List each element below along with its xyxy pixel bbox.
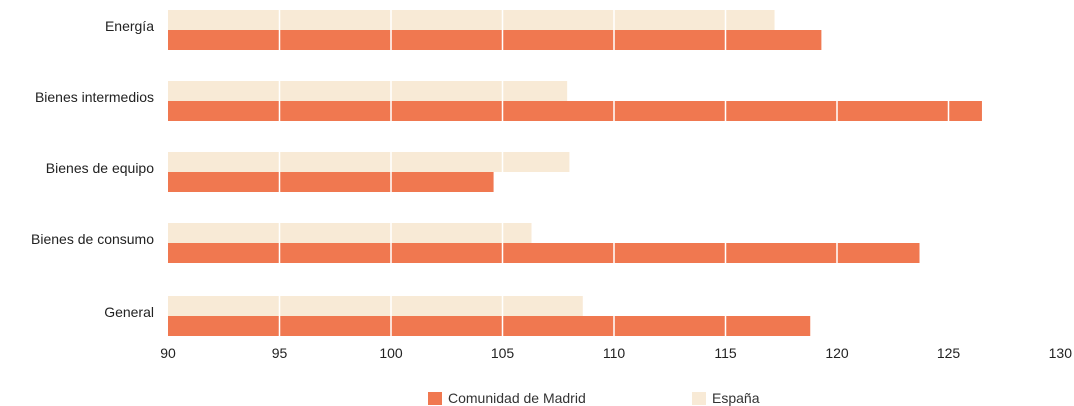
category-label-general: General	[104, 304, 154, 320]
tick-label-130: 130	[1049, 345, 1073, 361]
bar-espana-bienes-de-equipo	[168, 152, 570, 172]
bar-espana-energia	[168, 10, 775, 30]
tick-label-120: 120	[825, 345, 849, 361]
bar-comunidad-de-madrid-bienes-de-consumo	[168, 243, 920, 263]
tick-label-110: 110	[603, 345, 626, 361]
bar-espana-bienes-intermedios	[168, 81, 568, 101]
category-labels: Energía Bienes intermedios Bienes de equip…	[31, 18, 154, 320]
bars	[168, 10, 982, 336]
bar-comunidad-de-madrid-bienes-de-equipo	[168, 172, 494, 192]
category-label-energia: Energía	[105, 18, 154, 34]
bar-comunidad-de-madrid-bienes-intermedios	[168, 101, 982, 121]
legend-swatch-espana	[692, 391, 706, 405]
category-label-bienes-de-equipo: Bienes de equipo	[46, 160, 154, 176]
bar-espana-bienes-de-consumo	[168, 223, 532, 243]
legend-label-madrid: Comunidad de Madrid	[448, 390, 586, 406]
tick-label-100: 100	[379, 345, 403, 361]
tick-label-125: 125	[937, 345, 961, 361]
category-label-bienes-de-consumo: Bienes de consumo	[31, 231, 154, 247]
gridlines	[278, 8, 950, 338]
category-label-bienes-intermedios: Bienes intermedios	[35, 89, 154, 105]
legend-label-espana: España	[712, 390, 760, 406]
tick-label-95: 95	[272, 345, 288, 361]
bar-comunidad-de-madrid-energia	[168, 30, 822, 50]
x-axis-ticks: 90 95 100 105 110 115 120 125 130	[160, 345, 1072, 361]
tick-label-115: 115	[714, 345, 737, 361]
legend-item-espana: España	[692, 390, 759, 406]
legend-item-madrid: Comunidad de Madrid	[428, 390, 586, 406]
bar-chart: Energía Bienes intermedios Bienes de equip…	[31, 8, 1072, 361]
legend-swatch-madrid	[428, 391, 442, 405]
bar-comunidad-de-madrid-general	[168, 316, 811, 336]
tick-label-105: 105	[491, 345, 515, 361]
legend: Comunidad de Madrid España	[0, 388, 1074, 406]
tick-label-90: 90	[160, 345, 176, 361]
bar-espana-general	[168, 296, 583, 316]
